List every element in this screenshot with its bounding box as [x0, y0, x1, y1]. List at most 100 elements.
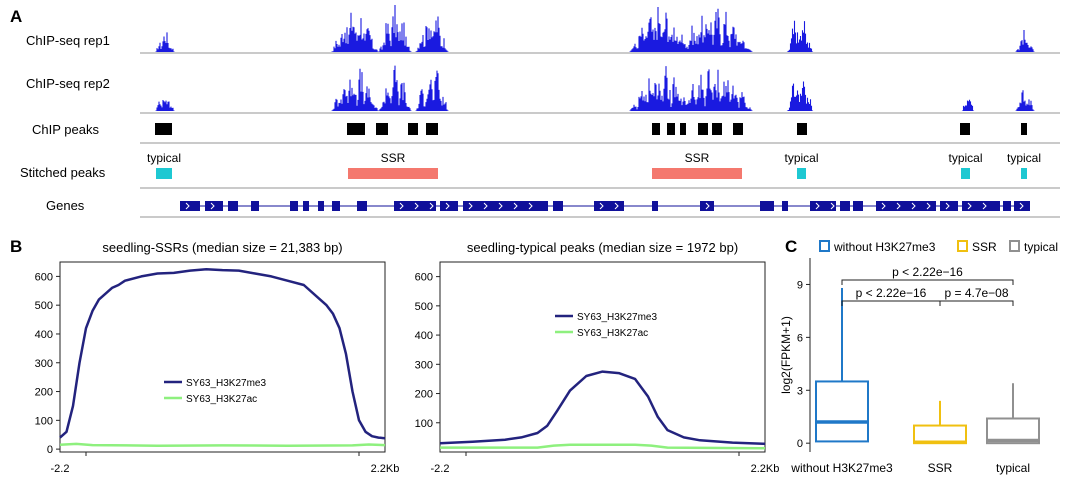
gene-block [180, 201, 200, 211]
gene-block [840, 201, 850, 211]
gene-block [357, 201, 367, 211]
y-tick-label: 600 [415, 272, 433, 284]
strand-arrow [705, 202, 710, 210]
stitched-peak-type-label: typical [147, 151, 181, 165]
x-tick-label: 2.2Kb [751, 463, 780, 475]
y-tick-label: 500 [35, 300, 53, 312]
legend-label: without H3K27me3 [833, 240, 936, 254]
signal-peak [1015, 90, 1035, 111]
strand-arrow [185, 202, 190, 210]
x-tick-label: -2.2 [51, 463, 70, 475]
plot-frame [59, 261, 386, 453]
stitched-peak [797, 168, 806, 179]
strand-arrow [414, 202, 419, 210]
y-tick-label: 0 [47, 444, 53, 456]
y-tick-label: 300 [415, 359, 433, 371]
genome-browser-panel: ChIP-seq rep1 ChIP-seq rep2 ChIP peaks Stit… [20, 5, 1060, 218]
x-category-label: typical [996, 461, 1030, 475]
y-tick-label: 9 [797, 279, 803, 291]
gene-block [290, 201, 298, 211]
chip-peak [426, 123, 438, 135]
strand-arrow [830, 202, 835, 210]
plot-frame [439, 261, 766, 453]
series-line-h3k27ac [440, 443, 766, 450]
expression-boxplot: without H3K27me3 SSR typical 0 3 6 9 log2(FPKM+… [779, 240, 1058, 475]
y-tick-label: 200 [415, 389, 433, 401]
signal-peak [415, 16, 449, 52]
y-axis-label: log2(FPKM+1) [779, 316, 793, 394]
strand-arrow [982, 202, 987, 210]
strand-arrow [599, 202, 604, 210]
panel-a-label: A [10, 7, 22, 26]
x-category-label: without H3K27me3 [790, 461, 893, 475]
chip-peak [1021, 123, 1027, 135]
signal-peak [629, 7, 691, 52]
strand-arrow [881, 202, 886, 210]
chip-peaks-label: ChIP peaks [32, 122, 99, 137]
y-tick-label: 400 [415, 330, 433, 342]
y-tick-label: 0 [797, 438, 803, 450]
chip-peak [712, 123, 722, 135]
stitched-peaks-label: Stitched peaks [20, 165, 106, 180]
gene-block [318, 201, 324, 211]
strand-arrow [498, 202, 503, 210]
gene-block [760, 201, 768, 211]
legend-label: typical [1024, 240, 1058, 254]
stitched-peak-type-label: typical [784, 151, 818, 165]
p-value-label: p = 4.7e−08 [944, 286, 1008, 300]
signal-peak [378, 65, 412, 111]
y-tick-label: 6 [797, 332, 803, 344]
signal-peak [415, 70, 449, 111]
gene-block [962, 201, 1000, 211]
gene-block [1003, 201, 1011, 211]
signal-peak [786, 20, 814, 52]
strand-arrow [483, 202, 488, 210]
strand-arrow [528, 202, 533, 210]
chip-peak [680, 123, 686, 135]
gene-block [768, 201, 774, 211]
strand-arrow [945, 202, 950, 210]
gene-block [394, 201, 436, 211]
signal-peak [677, 8, 753, 52]
chip-peak [155, 123, 172, 135]
gene-block [553, 201, 563, 211]
p-value-label: p < 2.22e−16 [856, 286, 927, 300]
plot-title: seedling-typical peaks (median size = 19… [467, 240, 738, 255]
chip-peak [960, 123, 970, 135]
strand-arrow [967, 202, 972, 210]
p-value-label: p < 2.22e−16 [892, 265, 963, 279]
chip-peak [347, 123, 365, 135]
chip-peak [698, 123, 708, 135]
legend-label: SY63_H3K27ac [186, 394, 257, 405]
gene-block [303, 201, 309, 211]
y-tick-label: 100 [35, 415, 53, 427]
stitched-peak-type-label: typical [1007, 151, 1041, 165]
signal-peak [629, 66, 691, 111]
signal-peak [331, 12, 379, 52]
stitched-peak [652, 168, 742, 179]
legend-label: SSR [972, 240, 997, 254]
strand-arrow [429, 202, 434, 210]
gene-block [700, 201, 714, 211]
chip-peak [408, 123, 418, 135]
box [815, 380, 869, 443]
strand-arrow [911, 202, 916, 210]
series-line-h3k27me3 [59, 267, 386, 440]
stitched-peak-type-label: SSR [685, 151, 710, 165]
gene-block [652, 201, 658, 211]
significance-bracket [939, 300, 1014, 306]
stitched-peak [348, 168, 438, 179]
gene-block [810, 201, 836, 211]
gene-block [594, 201, 624, 211]
gene-block [853, 201, 863, 211]
strand-arrow [896, 202, 901, 210]
genes-label: Genes [46, 198, 85, 213]
y-tick-label: 200 [35, 387, 53, 399]
chip-peak [797, 123, 807, 135]
strand-arrow [1019, 202, 1024, 210]
stitched-peak [1021, 168, 1027, 179]
strand-arrow [513, 202, 518, 210]
series-line-h3k27ac [59, 442, 386, 447]
gene-block [332, 201, 340, 211]
